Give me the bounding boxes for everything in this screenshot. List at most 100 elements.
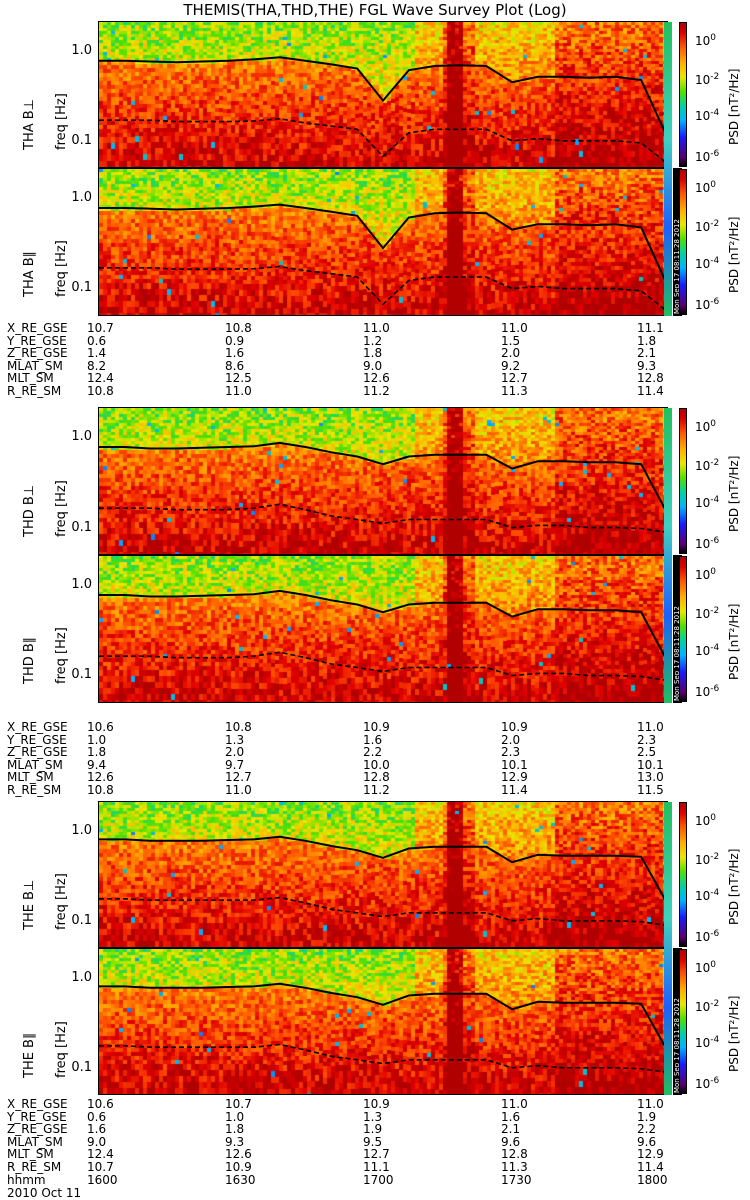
quality-flag-stripe xyxy=(664,802,672,1095)
ephemeris-value: 9.6 xyxy=(501,1134,521,1149)
ephemeris-value: 2.3 xyxy=(637,732,657,747)
ephemeris-value: 1.9 xyxy=(363,1122,383,1137)
y-tick-label: 0.1 xyxy=(71,667,92,682)
y-tick-label: 0.1 xyxy=(71,1060,92,1075)
colorbar xyxy=(679,22,687,167)
colorbar-tick-label: 10-6 xyxy=(695,683,720,699)
panel-label-the-perp: THE B⊥ xyxy=(22,879,37,930)
timestamp-stamp: Mon Sep 17 08:11:28 2012 xyxy=(673,168,682,316)
ephemeris-value: 11.1 xyxy=(637,321,664,335)
frequency-lines xyxy=(99,441,667,534)
colorbar-tick-label: 10-4 xyxy=(695,494,720,510)
ephemeris-value: 10.8 xyxy=(225,321,252,335)
panel-label-thd-perp: THD B⊥ xyxy=(22,484,37,537)
cyclotron-frequency-dashed-line xyxy=(99,651,667,682)
cyclotron-frequency-line xyxy=(99,56,667,138)
ephemeris-row: MLAT_SM 9.4 9.7 10.0 10.1 10.1 xyxy=(7,759,697,772)
colorbar-tick-label: 10-4 xyxy=(695,108,720,124)
psd-label: PSD [nT²/Hz] xyxy=(727,455,741,532)
ephemeris-value: 1.6 xyxy=(501,1109,521,1124)
ephemeris-row: MLT_SM 12.4 12.6 12.7 12.8 12.9 xyxy=(7,1148,697,1161)
cyclotron-frequency-dashed-line xyxy=(99,503,667,534)
ephemeris-row: Z_RE_GSE 1.6 1.8 1.9 2.1 2.2 xyxy=(7,1123,697,1136)
ephemeris-value: 2.5 xyxy=(637,745,657,760)
ephemeris-value: 1730 xyxy=(501,1172,532,1187)
colorbar xyxy=(679,556,687,702)
ephemeris-value: 2.3 xyxy=(501,745,521,760)
ephemeris-value: 11.0 xyxy=(225,782,252,797)
date-label: 2010 Oct 11 xyxy=(7,1186,82,1200)
colorbar-tick-label: 100 xyxy=(695,959,717,975)
ephemeris-row: MLT_SM 12.6 12.7 12.8 12.9 13.0 xyxy=(7,771,697,784)
y-tick-label: 0.1 xyxy=(71,133,92,148)
ephemeris-value: 10.1 xyxy=(637,757,664,772)
ephemeris-value: 10.8 xyxy=(87,782,114,797)
ephemeris-row: MLAT_SM 9.0 9.3 9.5 9.6 9.6 xyxy=(7,1136,697,1149)
ephemeris-value: 12.9 xyxy=(637,1147,664,1162)
ephemeris-value: 1.8 xyxy=(87,745,107,760)
ephemeris-value: 10.7 xyxy=(87,321,114,335)
ephemeris-value: 12.6 xyxy=(363,371,390,386)
ephemeris-table-thd: X_RE_GSE 10.6 10.8 10.9 10.9 11.0 Y_RE_GSE 1.0 1… xyxy=(7,721,697,797)
ephemeris-label: Y_RE_GSE xyxy=(7,333,67,348)
ephemeris-value: 10.6 xyxy=(87,720,114,734)
psd-label: PSD [nT²/Hz] xyxy=(727,995,741,1072)
ephemeris-value: 2.2 xyxy=(363,745,383,760)
cyclotron-frequency-dashed-line xyxy=(99,265,667,312)
ephemeris-value: 11.4 xyxy=(501,782,528,797)
ephemeris-label: MLT_SM xyxy=(7,1147,54,1162)
ephemeris-label: X_RE_GSE xyxy=(7,321,68,335)
ephemeris-value: 11.0 xyxy=(363,321,390,335)
ephemeris-value: 1.4 xyxy=(87,346,107,361)
frequency-lines xyxy=(99,835,667,927)
ephemeris-label: Z_RE_GSE xyxy=(7,346,68,361)
ephemeris-row: Y_RE_GSE 0.6 0.9 1.2 1.5 1.8 xyxy=(7,333,697,348)
ephemeris-value: 10.9 xyxy=(363,720,390,734)
ephemeris-value: 1.6 xyxy=(87,1122,107,1137)
spectrogram-thd-perp xyxy=(98,407,668,555)
ephemeris-value: 12.7 xyxy=(501,371,528,386)
timestamp-stamp: Mon Sep 17 08:11:28 2012 xyxy=(673,948,682,1095)
ephemeris-value: 1.8 xyxy=(225,1122,245,1137)
colorbar-tick-label: 100 xyxy=(695,812,717,828)
cyclotron-frequency-line xyxy=(99,835,667,904)
ephemeris-table-tha: X_RE_GSE 10.7 10.8 11.0 11.0 11.1 Y_RE_GSE 0.6 0… xyxy=(7,322,697,398)
ephemeris-row: X_RE_GSE 10.7 10.8 11.0 11.0 11.1 xyxy=(7,322,697,335)
ephemeris-value: 10.6 xyxy=(87,1097,114,1111)
ephemeris-value: 11.4 xyxy=(637,383,664,398)
psd-label: PSD [nT²/Hz] xyxy=(727,848,741,925)
ephemeris-value: 1.0 xyxy=(225,1109,245,1124)
ephemeris-value: 11.0 xyxy=(501,321,528,335)
ephemeris-label: R_RE_SM xyxy=(7,383,62,398)
ephemeris-value: 11.4 xyxy=(637,1159,664,1174)
ephemeris-label: Y_RE_GSE xyxy=(7,732,67,747)
ephemeris-row: R_RE_SM 10.7 10.9 11.1 11.3 11.4 xyxy=(7,1161,697,1174)
ephemeris-value: 10.8 xyxy=(87,383,114,398)
ephemeris-value: 11.3 xyxy=(501,1159,528,1174)
ephemeris-value: 12.8 xyxy=(363,770,390,785)
ephemeris-value: 12.6 xyxy=(225,1147,252,1162)
y-tick-label: 1.0 xyxy=(71,43,92,58)
panel-label-tha-par: THA B∥ xyxy=(22,250,37,297)
colorbar-tick-label: 10-2 xyxy=(695,458,720,474)
psd-label: PSD [nT²/Hz] xyxy=(727,603,741,680)
cyclotron-frequency-dashed-line xyxy=(99,1043,667,1074)
panel-label-the-par: THE B∥ xyxy=(22,1032,37,1078)
ephemeris-value: 1700 xyxy=(363,1172,394,1187)
ephemeris-value: 1.6 xyxy=(363,732,383,747)
ephemeris-value: 0.9 xyxy=(225,333,245,348)
ephemeris-row: Y_RE_GSE 0.6 1.0 1.3 1.6 1.9 xyxy=(7,1109,697,1124)
ephemeris-row: MLAT_SM 8.2 8.6 9.0 9.2 9.3 xyxy=(7,360,697,373)
frequency-lines xyxy=(99,56,667,164)
ephemeris-value: 10.0 xyxy=(363,757,390,772)
ephemeris-value: 13.0 xyxy=(637,770,664,785)
psd-label: PSD [nT²/Hz] xyxy=(727,216,741,293)
ephemeris-value: 1.5 xyxy=(501,333,521,348)
ephemeris-label: X_RE_GSE xyxy=(7,720,68,734)
cyclotron-frequency-line xyxy=(99,982,667,1051)
timestamp-stamp: Mon Sep 17 08:11:28 2012 xyxy=(673,555,682,703)
ephemeris-label: hhmm xyxy=(7,1172,46,1187)
ephemeris-row: hhmm 1600 1630 1700 1730 1800 xyxy=(7,1172,697,1187)
colorbar-tick-label: 10-2 xyxy=(695,219,720,235)
ephemeris-value: 2.2 xyxy=(637,1122,657,1137)
